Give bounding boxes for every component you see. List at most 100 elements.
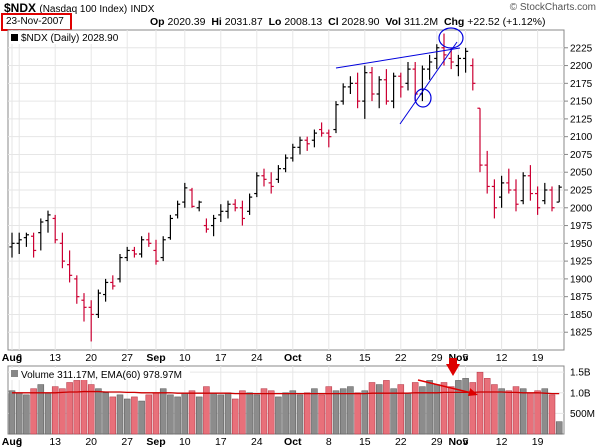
price-tick-label: 2100 bbox=[570, 132, 593, 143]
volume-legend-bg bbox=[10, 368, 190, 380]
price-legend-bg bbox=[10, 32, 122, 44]
price-bar bbox=[549, 186, 555, 212]
price-bar bbox=[556, 185, 562, 203]
volume-bars bbox=[8, 371, 563, 435]
price-bar bbox=[247, 193, 253, 215]
price-bar bbox=[283, 154, 289, 173]
price-bar bbox=[52, 214, 58, 244]
resistance-trendline bbox=[335, 47, 461, 69]
price-bar bbox=[261, 168, 267, 187]
volume-bar bbox=[455, 380, 462, 435]
price-bar bbox=[347, 76, 353, 94]
price-axis: 1825 1850 1875 1900 1925 1950 1975 2000 2025 2050… bbox=[564, 43, 593, 339]
volume-bar bbox=[37, 384, 45, 435]
volume-bar bbox=[231, 398, 239, 435]
volume-bar bbox=[397, 384, 405, 435]
price-bar bbox=[326, 129, 332, 148]
volume-bar bbox=[505, 390, 513, 435]
price-bar bbox=[117, 254, 123, 283]
volume-bar bbox=[555, 421, 563, 435]
date-tick-label: 15 bbox=[359, 352, 371, 364]
price-bar bbox=[146, 232, 152, 247]
price-bar bbox=[383, 69, 389, 105]
price-tick-label: 1825 bbox=[570, 328, 593, 339]
price-bar bbox=[499, 175, 505, 208]
volume-bar bbox=[188, 390, 196, 435]
price-bar bbox=[218, 204, 224, 222]
price-bar bbox=[160, 236, 166, 262]
volume-bar bbox=[411, 382, 419, 435]
volume-bar bbox=[325, 386, 333, 435]
price-bar bbox=[254, 172, 260, 198]
price-legend-swatch bbox=[11, 34, 18, 41]
volume-date-tick-label: Nov bbox=[448, 436, 468, 448]
volume-date-tick-label: 13 bbox=[49, 436, 61, 448]
volume-bar bbox=[8, 390, 16, 435]
date-tick-label: 6 bbox=[16, 352, 22, 364]
price-bar bbox=[542, 182, 548, 205]
volume-bar bbox=[123, 398, 131, 435]
price-bar bbox=[362, 65, 368, 119]
volume-date-tick-label: 19 bbox=[532, 436, 544, 448]
price-tick-label: 2225 bbox=[570, 43, 593, 54]
price-stats: Op 2020.39 Hi 2031.87 Lo 2008.13 Cl 2028… bbox=[150, 16, 546, 28]
volume-bar bbox=[239, 390, 246, 435]
volume-bar bbox=[390, 388, 397, 435]
volume-bar bbox=[195, 396, 203, 435]
date-tick-label: 10 bbox=[179, 352, 191, 364]
price-bar bbox=[239, 200, 245, 226]
volume-date-tick-label: 22 bbox=[395, 436, 407, 448]
volume-bar bbox=[311, 388, 318, 435]
price-bar bbox=[67, 250, 73, 283]
price-bars bbox=[9, 33, 562, 342]
volume-date-tick-label: 29 bbox=[431, 436, 443, 448]
volume-date-tick-label: 20 bbox=[85, 436, 97, 448]
close-value: 2028.90 bbox=[341, 16, 380, 28]
date-tick-label: 29 bbox=[431, 352, 443, 364]
volume-bar bbox=[303, 392, 311, 435]
volume-date-tick-label: 6 bbox=[16, 436, 22, 448]
volume-bar bbox=[375, 384, 383, 435]
volume-bar bbox=[260, 388, 268, 435]
price-bar bbox=[506, 168, 512, 194]
price-bar bbox=[203, 218, 209, 233]
date-tick-label: 19 bbox=[532, 352, 544, 364]
price-bar bbox=[477, 107, 483, 173]
price-bar bbox=[527, 165, 533, 201]
volume-bar bbox=[167, 394, 174, 435]
volume-bar bbox=[95, 388, 102, 435]
price-bar bbox=[304, 136, 310, 151]
volume-axis: 500M 1.0B 1.5B bbox=[570, 368, 595, 420]
volume-bar bbox=[217, 394, 225, 435]
volume-bar bbox=[541, 388, 549, 435]
volume-bar bbox=[51, 386, 59, 435]
price-tick-label: 2125 bbox=[570, 114, 593, 125]
price-bar bbox=[167, 214, 173, 240]
ticker-exchange: INDX bbox=[130, 4, 155, 15]
price-bar bbox=[376, 76, 382, 109]
date-tick-label: 20 bbox=[85, 352, 97, 364]
price-bar bbox=[74, 275, 80, 304]
volume-date-tick-label: 12 bbox=[496, 436, 508, 448]
volume-bar bbox=[275, 396, 282, 435]
volume-bar bbox=[476, 371, 484, 435]
volume-bar bbox=[253, 394, 261, 435]
price-bar bbox=[182, 182, 188, 208]
volume-bar bbox=[131, 396, 138, 435]
volume-trend-arrow bbox=[417, 379, 477, 395]
price-bar bbox=[59, 232, 65, 269]
change-label: Chg bbox=[443, 16, 465, 28]
price-bar bbox=[491, 179, 497, 219]
price-bar bbox=[103, 278, 109, 302]
volume-bar bbox=[296, 394, 304, 435]
volume-bar bbox=[181, 392, 189, 435]
volume-bar bbox=[152, 392, 160, 435]
volume-bar bbox=[138, 400, 145, 435]
price-bar bbox=[196, 200, 202, 212]
price-bar bbox=[45, 210, 51, 233]
date-text: 23-Nov-2007 bbox=[6, 16, 64, 27]
price-bar bbox=[340, 83, 346, 105]
price-bar bbox=[16, 232, 22, 254]
volume-bar bbox=[174, 396, 181, 435]
